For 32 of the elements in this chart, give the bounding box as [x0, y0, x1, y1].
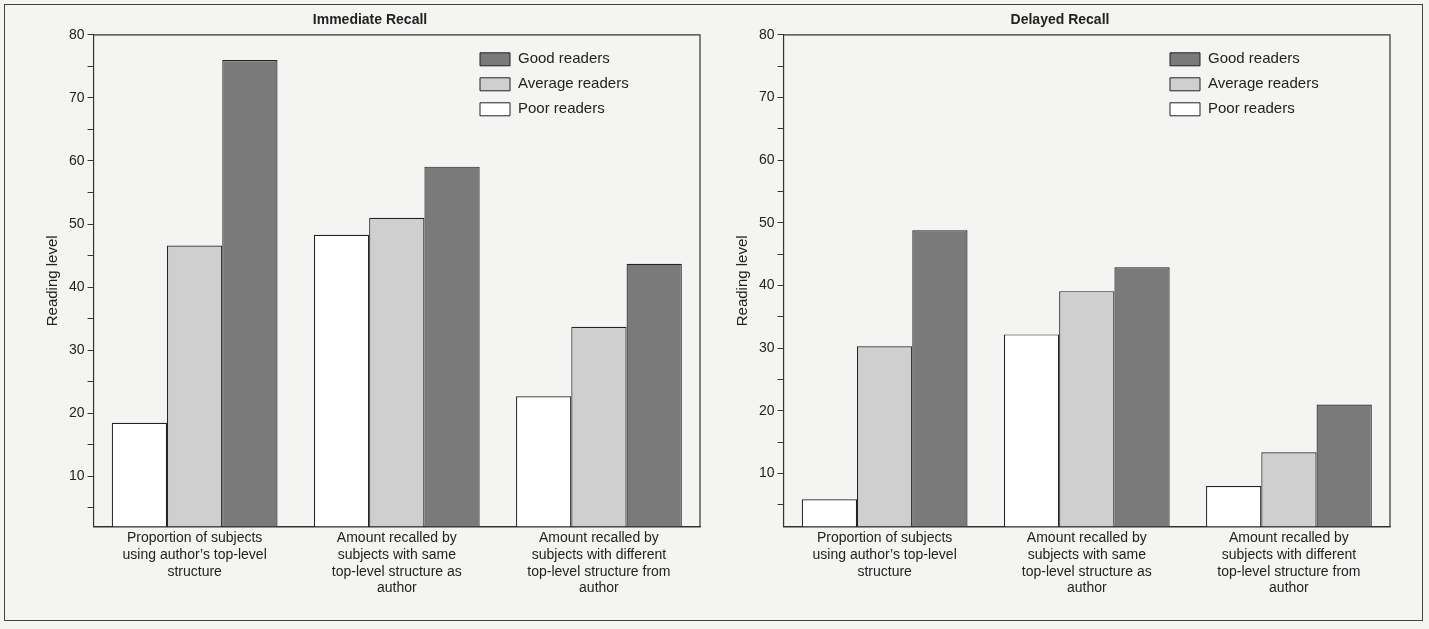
- x-tick-label: Amount recalled by subjects with same top-level structure as author: [1021, 529, 1152, 596]
- x-tick-label: Amount recalled by subjects with different top-level structure from author: [527, 529, 671, 596]
- y-tick-label: 40: [758, 276, 775, 293]
- y-tick-label: 20: [758, 401, 775, 418]
- x-tick-label: Amount recalled by subjects with different top-level structure from author: [1217, 529, 1361, 596]
- x-tick-label: Amount recalled by subjects with same top-level structure as author: [331, 529, 462, 596]
- y-axis-title: Reading level: [43, 235, 61, 327]
- y-tick-label: 60: [758, 151, 775, 168]
- y-tick-label: 20: [68, 404, 85, 421]
- chart-title: Immediate Recall: [312, 11, 428, 28]
- x-tick-label: Proportion of subjects using author’s top-level structure: [122, 529, 267, 579]
- x-tick-label: Proportion of subjects using author’s top-level structure: [812, 529, 957, 579]
- y-tick-label: 50: [758, 213, 775, 230]
- legend-label: Poor readers: [1208, 98, 1295, 116]
- y-tick-label: 10: [68, 467, 85, 484]
- y-tick-label: 80: [68, 25, 85, 42]
- y-tick-label: 40: [68, 277, 85, 294]
- chart-title: Delayed Recall: [1010, 11, 1110, 28]
- y-tick-label: 50: [68, 214, 85, 231]
- legend-label: Poor readers: [518, 98, 605, 116]
- y-tick-label: 30: [68, 341, 85, 358]
- legend-label: Good readers: [1208, 48, 1300, 66]
- y-axis-title: Reading level: [733, 235, 751, 327]
- y-tick-label: 80: [758, 25, 775, 42]
- y-tick-label: 30: [758, 339, 775, 356]
- legend-label: Average readers: [518, 73, 629, 91]
- y-tick-label: 70: [758, 88, 775, 105]
- legend-label: Good readers: [518, 48, 610, 66]
- y-tick-label: 10: [758, 464, 775, 481]
- legend-label: Average readers: [1208, 73, 1319, 91]
- y-tick-label: 70: [68, 88, 85, 105]
- y-tick-label: 60: [68, 151, 85, 168]
